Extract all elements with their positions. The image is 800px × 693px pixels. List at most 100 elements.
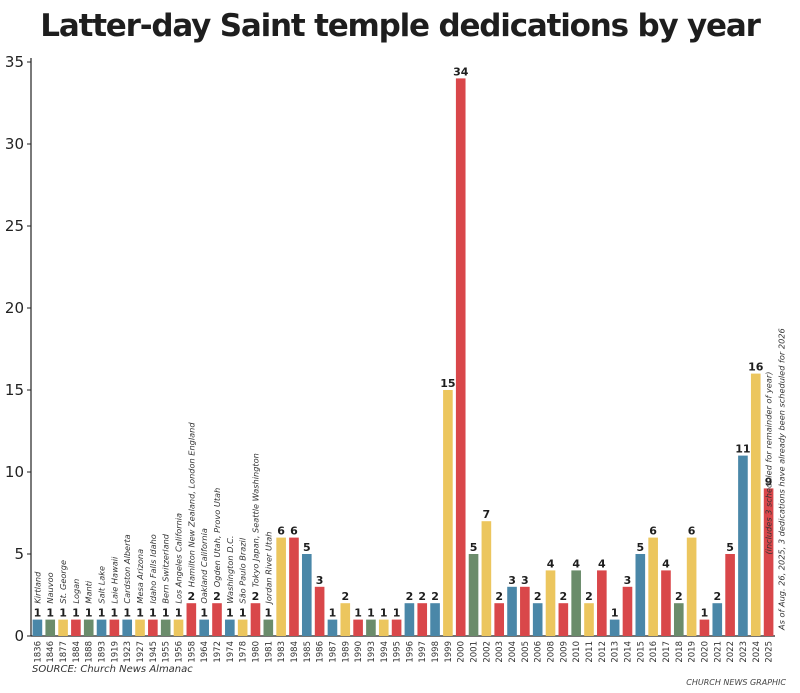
bar-1964 bbox=[199, 619, 209, 636]
value-label-2006: 2 bbox=[534, 590, 542, 603]
bar-1980 bbox=[250, 603, 261, 636]
annotation-1884: Logan bbox=[71, 579, 81, 604]
bar-2011 bbox=[584, 603, 594, 636]
value-label-1884: 1 bbox=[72, 607, 80, 620]
value-label-1986: 3 bbox=[316, 574, 324, 587]
value-label-2009: 2 bbox=[560, 590, 568, 603]
value-label-2018: 2 bbox=[675, 590, 683, 603]
x-tick-1996: 1996 bbox=[405, 641, 415, 663]
chart-title: Latter-day Saint temple dedications by y… bbox=[40, 8, 761, 44]
annotations: Kirtland Nauvoo St. George Logan Manti Salt L… bbox=[32, 328, 786, 631]
value-label-2000: 34 bbox=[453, 65, 469, 78]
value-label-2024: 16 bbox=[748, 361, 764, 374]
bar-2009 bbox=[558, 603, 569, 636]
value-label-1999: 15 bbox=[440, 377, 455, 390]
value-label-2011: 2 bbox=[585, 590, 593, 603]
value-label-2014: 3 bbox=[624, 574, 632, 587]
bar-1998 bbox=[430, 603, 440, 636]
bar-1877 bbox=[58, 619, 68, 636]
value-label-1964: 1 bbox=[200, 607, 208, 620]
x-tick-1983: 1983 bbox=[277, 641, 287, 663]
value-label-2010: 4 bbox=[572, 557, 580, 570]
value-label-2022: 5 bbox=[726, 541, 734, 554]
x-tick-1980: 1980 bbox=[251, 641, 261, 663]
x-tick-1986: 1986 bbox=[316, 641, 326, 663]
y-tick-label: 0 bbox=[14, 627, 24, 645]
x-tick-2009: 2009 bbox=[559, 641, 569, 663]
x-tick-2008: 2008 bbox=[547, 641, 557, 663]
bar-1893 bbox=[96, 619, 107, 636]
x-tick-2010: 2010 bbox=[572, 641, 582, 663]
value-label-1958: 2 bbox=[188, 590, 196, 603]
value-label-1877: 1 bbox=[59, 607, 67, 620]
x-tick-2004: 2004 bbox=[508, 641, 518, 663]
x-tick-2006: 2006 bbox=[534, 641, 544, 663]
x-tick-1999: 1999 bbox=[444, 641, 454, 663]
annotation-1836: Kirtland bbox=[32, 571, 42, 604]
annotation-1923: Cardston Alberta bbox=[122, 534, 132, 603]
annotation-1981: Jordan River Utah bbox=[263, 532, 273, 606]
value-label-2020: 1 bbox=[701, 607, 709, 620]
bar-2018 bbox=[673, 603, 684, 636]
bar-2022 bbox=[725, 554, 735, 636]
x-tick-2021: 2021 bbox=[713, 641, 723, 663]
bar-2020 bbox=[699, 619, 710, 636]
value-label-1997: 2 bbox=[418, 590, 426, 603]
x-tick-1974: 1974 bbox=[226, 641, 236, 663]
y-tick-label: 15 bbox=[5, 381, 24, 399]
value-label-2003: 2 bbox=[495, 590, 503, 603]
value-label-2001: 5 bbox=[470, 541, 478, 554]
value-label-1972: 2 bbox=[213, 590, 221, 603]
bar-1884 bbox=[71, 619, 81, 636]
x-tick-1877: 1877 bbox=[59, 641, 69, 663]
bar-1955 bbox=[160, 619, 171, 636]
bar-1972 bbox=[212, 603, 222, 636]
graphic-credit: CHURCH NEWS GRAPHIC bbox=[686, 678, 786, 687]
bar-2023 bbox=[738, 455, 748, 636]
x-tick-1923: 1923 bbox=[123, 641, 133, 663]
bar-2000 bbox=[455, 78, 466, 636]
annotation-1927: Mesa Arizona bbox=[135, 549, 145, 604]
value-label-1998: 2 bbox=[431, 590, 439, 603]
bar-1981 bbox=[263, 619, 274, 636]
x-tick-2025: 2025 bbox=[765, 641, 775, 663]
bar-1836 bbox=[32, 619, 43, 636]
annotation-note-2024: (includes 3 scheduled for remainder of y… bbox=[764, 372, 774, 555]
bar-2016 bbox=[648, 537, 658, 636]
x-tick-2005: 2005 bbox=[521, 641, 531, 663]
bar-1999 bbox=[443, 390, 453, 636]
value-label-1919: 1 bbox=[111, 607, 119, 620]
value-label-2002: 7 bbox=[483, 508, 491, 521]
bar-1996 bbox=[404, 603, 415, 636]
bar-1994 bbox=[378, 619, 389, 636]
x-tick-1990: 1990 bbox=[354, 641, 364, 663]
annotation-1972: Ogden Utah, Provo Utah bbox=[212, 488, 222, 587]
value-label-2008: 4 bbox=[547, 557, 555, 570]
annotation-1919: Laie Hawaii bbox=[109, 556, 119, 604]
x-tick-2013: 2013 bbox=[611, 641, 621, 663]
value-label-1956: 1 bbox=[175, 607, 183, 620]
annotation-1877: St. George bbox=[58, 560, 68, 604]
bar-1995 bbox=[391, 619, 402, 636]
bar-1958 bbox=[186, 603, 197, 636]
value-label-2015: 5 bbox=[636, 541, 644, 554]
annotation-1980: Tokyo Japan, Seattle Washington bbox=[250, 453, 260, 587]
value-label-2005: 3 bbox=[521, 574, 529, 587]
bar-1985 bbox=[301, 554, 312, 636]
bar-1888 bbox=[83, 619, 94, 636]
bar-1927 bbox=[135, 619, 145, 636]
value-label-1996: 2 bbox=[406, 590, 414, 603]
x-tick-1985: 1985 bbox=[303, 641, 313, 663]
value-label-2021: 2 bbox=[713, 590, 721, 603]
bar-1997 bbox=[417, 603, 428, 636]
x-tick-1981: 1981 bbox=[264, 641, 274, 663]
x-tick-1893: 1893 bbox=[98, 641, 108, 663]
x-tick-1994: 1994 bbox=[380, 641, 390, 663]
value-label-1923: 1 bbox=[123, 607, 131, 620]
x-tick-2019: 2019 bbox=[688, 641, 698, 663]
x-tick-1978: 1978 bbox=[239, 641, 249, 663]
value-label-1981: 1 bbox=[264, 607, 272, 620]
x-tick-1888: 1888 bbox=[85, 641, 95, 663]
bar-1987 bbox=[327, 619, 338, 636]
